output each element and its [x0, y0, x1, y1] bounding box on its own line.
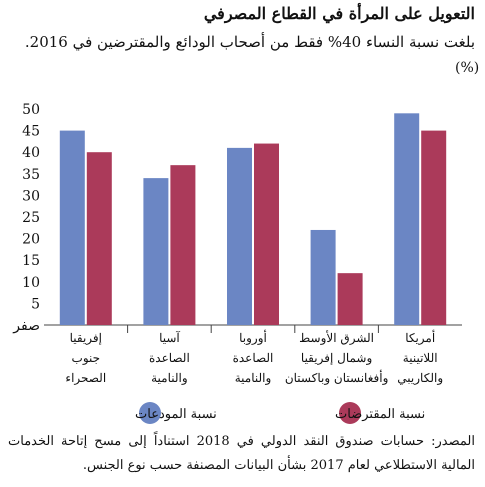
- y-tick-label: 10: [22, 275, 40, 291]
- bar-depositors: [143, 178, 169, 325]
- x-category-label: آسيا الصاعدة والنامية: [149, 330, 190, 385]
- legend-swatch-depositors: [139, 402, 161, 424]
- bar-depositors: [310, 229, 336, 325]
- legend-swatch-borrowers: [339, 402, 361, 424]
- bar-borrowers: [170, 165, 196, 325]
- y-tick-label: 25: [22, 210, 40, 226]
- x-category-label-line: الصحراء: [65, 371, 106, 385]
- x-category-label: أوروبا الصاعدة والنامية: [233, 330, 274, 385]
- x-category-label-line: وشمال إفريقيا: [301, 351, 372, 366]
- y-tick-label: 30: [22, 188, 40, 204]
- y-tick-label: 20: [22, 232, 40, 248]
- bar-borrowers: [86, 152, 112, 325]
- x-category-label-line: آسيا: [159, 330, 180, 345]
- source-note: المصدر: حسابات صندوق النقد الدولي في 201…: [8, 434, 475, 473]
- bar-borrowers: [337, 273, 363, 325]
- bar-depositors: [227, 147, 252, 325]
- x-category-label-line: والنامية: [235, 371, 272, 385]
- x-category-label-line: الصاعدة: [233, 351, 274, 365]
- x-category-label-line: إفريقيا: [70, 331, 102, 346]
- bar-borrowers: [421, 130, 447, 325]
- y-tick-label: 15: [22, 253, 40, 269]
- y-tick-label: 35: [22, 167, 40, 183]
- x-category-label-line: أوروبا: [239, 330, 267, 345]
- x-category-label-line: والكاريبي: [397, 371, 443, 385]
- y-tick-label: صفر: [12, 318, 40, 334]
- x-category-label-line: جنوب: [72, 351, 101, 365]
- chart-subtitle: بلغت نسبة النساء 40% فقط من أصحاب الودائ…: [24, 33, 475, 51]
- y-tick-label: 40: [22, 145, 40, 161]
- x-category-label-line: وأفغانستان وباكستان: [285, 370, 389, 385]
- x-category-label-line: والنامية: [151, 371, 188, 385]
- y-tick-label: 50: [22, 102, 40, 118]
- bar-borrowers: [254, 143, 279, 325]
- x-category-label: إفريقيا جنوب الصحراء: [65, 331, 106, 385]
- x-category-label: الشرق الأوسط وشمال إفريقيا وأفغانستان وباك…: [285, 330, 389, 385]
- unit-label: (%): [455, 60, 480, 76]
- legend-label-borrowers: نسبة المقترضات: [335, 407, 425, 422]
- x-category-label-line: اللاتينية: [403, 351, 438, 365]
- y-tick-label: 5: [31, 296, 40, 312]
- y-tick-label: 45: [22, 124, 40, 140]
- bar-depositors: [394, 113, 420, 325]
- legend-label-depositors: نسبة المودعات: [135, 407, 217, 422]
- chart-title: التعويل على المرأة في القطاع المصرفي: [203, 4, 475, 23]
- bar-depositors: [59, 130, 85, 325]
- x-category-label-line: الصاعدة: [149, 351, 190, 365]
- x-category-label-line: الشرق الأوسط: [299, 330, 374, 345]
- x-category-label: أمريكا اللاتينية والكاريبي: [397, 330, 443, 385]
- x-category-label-line: أمريكا: [405, 330, 435, 345]
